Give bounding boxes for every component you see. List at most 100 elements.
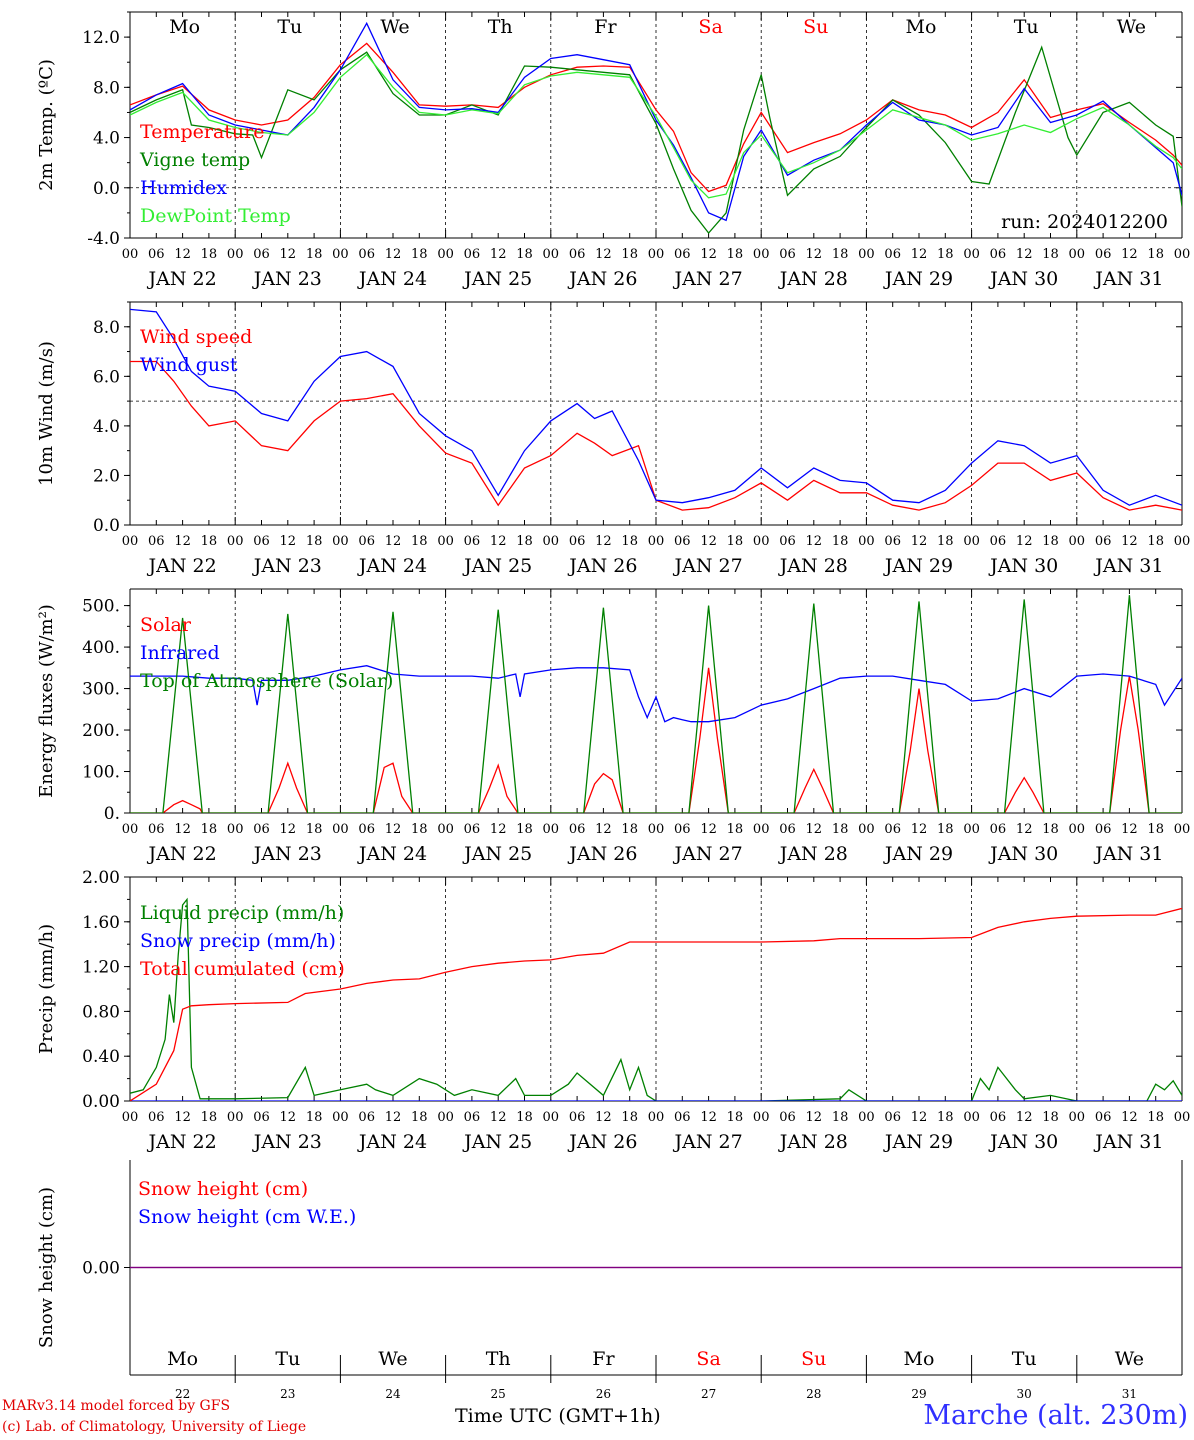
date-label: JAN 22 <box>147 843 217 865</box>
station-name: Marche (alt. 230m) <box>923 1400 1188 1431</box>
hour-label: 00 <box>648 1110 665 1125</box>
hour-label: 12 <box>806 534 823 549</box>
hour-label: 00 <box>753 247 770 262</box>
hour-label: 00 <box>858 822 875 837</box>
panel-1: -4.0 0.0 4.0 8.0 12.0 2m Temp. (ºC) Temperatur… <box>36 11 1191 290</box>
y-tick-label: 0.00 <box>82 1092 120 1112</box>
day-number-label: 24 <box>385 1387 401 1401</box>
hour-label: 06 <box>569 534 586 549</box>
run-label: run: 2024012200 <box>1001 211 1168 233</box>
hour-label: 00 <box>753 1110 770 1125</box>
date-label: JAN 31 <box>1093 1131 1163 1153</box>
hour-label: 06 <box>464 534 481 549</box>
hour-label: 12 <box>385 822 402 837</box>
hour-label: 12 <box>490 1110 507 1125</box>
y-tick-label: 100. <box>82 763 120 783</box>
hour-label: 06 <box>990 1110 1007 1125</box>
date-label: JAN 25 <box>462 1131 532 1153</box>
series-line-1 <box>130 42 1182 193</box>
hour-label: 06 <box>569 247 586 262</box>
hour-label: 00 <box>1174 247 1191 262</box>
y-tick-label: 0. <box>104 804 120 824</box>
date-label: JAN 28 <box>778 843 848 865</box>
legend-entry: Solar <box>140 614 192 636</box>
hour-label: 00 <box>858 534 875 549</box>
day-number-label: 27 <box>701 1387 716 1401</box>
date-label: JAN 27 <box>673 268 743 290</box>
date-label: JAN 23 <box>252 843 322 865</box>
y-axis-title: Snow height (cm) <box>36 1187 57 1348</box>
date-label: JAN 23 <box>252 268 322 290</box>
hour-label: 12 <box>595 1110 612 1125</box>
hour-label: 06 <box>253 822 270 837</box>
hour-label: 06 <box>464 247 481 262</box>
weekday-label: We <box>1115 1348 1144 1370</box>
hour-label: 06 <box>779 534 796 549</box>
date-label: JAN 29 <box>883 555 953 577</box>
y-axis-title: Precip (mm/h) <box>36 924 57 1054</box>
hour-label: 12 <box>1016 247 1033 262</box>
hour-label: 00 <box>227 247 244 262</box>
date-label: JAN 24 <box>357 268 427 290</box>
hour-label: 00 <box>858 247 875 262</box>
legend-entry: Liquid precip (mm/h) <box>140 902 344 924</box>
hour-label: 06 <box>884 534 901 549</box>
hour-label: 12 <box>280 1110 297 1125</box>
hour-label: 12 <box>700 822 717 837</box>
hour-label: 18 <box>727 1110 744 1125</box>
date-label: JAN 23 <box>252 555 322 577</box>
legend-entry: Top of Atmosphere (Solar) <box>140 670 393 692</box>
y-tick-label: 8.0 <box>93 318 120 338</box>
y-axis-title: 2m Temp. (ºC) <box>36 59 57 191</box>
hour-label: 00 <box>1069 534 1086 549</box>
day-number-label: 29 <box>911 1387 926 1401</box>
y-tick-label: 1.60 <box>82 913 120 933</box>
y-tick-label: 8.0 <box>93 78 120 98</box>
hour-label: 18 <box>516 1110 533 1125</box>
hour-label: 06 <box>148 1110 165 1125</box>
hour-label: 18 <box>1147 534 1164 549</box>
weekday-label: Mo <box>169 16 200 38</box>
hour-label: 00 <box>332 534 349 549</box>
hour-label: 18 <box>937 1110 954 1125</box>
hour-label: 18 <box>516 247 533 262</box>
hour-label: 06 <box>674 1110 691 1125</box>
hour-label: 18 <box>727 247 744 262</box>
weekday-label: We <box>1117 16 1146 38</box>
date-label: JAN 22 <box>147 555 217 577</box>
panel-2: 0.0 2.0 4.0 6.0 8.0 10m Wind (m/s) Wind speed W… <box>36 301 1190 577</box>
hour-label: 00 <box>227 1110 244 1125</box>
hour-label: 12 <box>700 247 717 262</box>
hour-label: 18 <box>937 247 954 262</box>
hour-label: 06 <box>674 247 691 262</box>
hour-label: 18 <box>411 822 428 837</box>
lab-credit: (c) Lab. of Climatology, University of L… <box>2 1419 307 1435</box>
date-label: JAN 29 <box>883 1131 953 1153</box>
hour-label: 18 <box>516 534 533 549</box>
panel-3: 0. 100. 200. 300. 400. 500. Energy fluxes (W/m… <box>36 588 1190 865</box>
date-label: JAN 31 <box>1093 843 1163 865</box>
date-label: JAN 22 <box>147 268 217 290</box>
hour-label: 18 <box>621 1110 638 1125</box>
hour-label: 18 <box>832 534 849 549</box>
date-label: JAN 25 <box>462 843 532 865</box>
hour-label: 00 <box>543 534 560 549</box>
hour-label: 18 <box>621 534 638 549</box>
hour-label: 00 <box>122 247 139 262</box>
hour-label: 18 <box>1147 822 1164 837</box>
hour-label: 12 <box>174 247 191 262</box>
date-label: JAN 29 <box>883 268 953 290</box>
hour-label: 12 <box>1121 247 1138 262</box>
legend-entry: Snow height (cm W.E.) <box>138 1206 356 1228</box>
hour-label: 12 <box>490 822 507 837</box>
date-label: JAN 31 <box>1093 555 1163 577</box>
series-line-1 <box>130 667 1182 813</box>
hour-label: 18 <box>411 534 428 549</box>
legend-entry: Wind gust <box>140 354 238 376</box>
date-label: JAN 23 <box>252 1131 322 1153</box>
hour-label: 12 <box>911 1110 928 1125</box>
hour-label: 18 <box>621 247 638 262</box>
date-label: JAN 26 <box>567 555 637 577</box>
hour-label: 18 <box>201 534 218 549</box>
hour-label: 18 <box>201 247 218 262</box>
